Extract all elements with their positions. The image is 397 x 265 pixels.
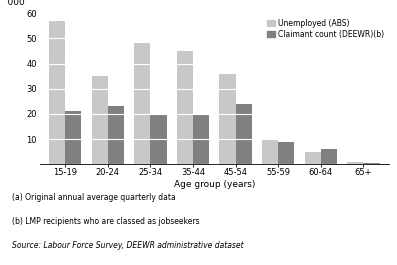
Text: (a) Original annual average quarterly data: (a) Original annual average quarterly da… [12, 193, 175, 202]
Bar [236, 104, 252, 164]
Bar [193, 114, 209, 164]
Bar [305, 152, 321, 164]
Bar [220, 74, 236, 164]
Bar [108, 106, 124, 164]
Bar [92, 76, 108, 164]
Bar [134, 43, 150, 164]
Text: '000: '000 [5, 0, 25, 7]
X-axis label: Age group (years): Age group (years) [174, 180, 255, 189]
Legend: Unemployed (ABS), Claimant count (DEEWR)(b): Unemployed (ABS), Claimant count (DEEWR)… [265, 17, 385, 40]
Bar [65, 111, 81, 164]
Bar [347, 162, 364, 164]
Bar [49, 21, 65, 164]
Bar [321, 149, 337, 164]
Bar [262, 139, 278, 164]
Bar [150, 114, 167, 164]
Text: Source: Labour Force Survey, DEEWR administrative dataset: Source: Labour Force Survey, DEEWR admin… [12, 241, 243, 250]
Bar [278, 142, 295, 164]
Bar [177, 51, 193, 164]
Bar [364, 163, 380, 164]
Text: (b) LMP recipients who are classed as jobseekers: (b) LMP recipients who are classed as jo… [12, 217, 200, 226]
